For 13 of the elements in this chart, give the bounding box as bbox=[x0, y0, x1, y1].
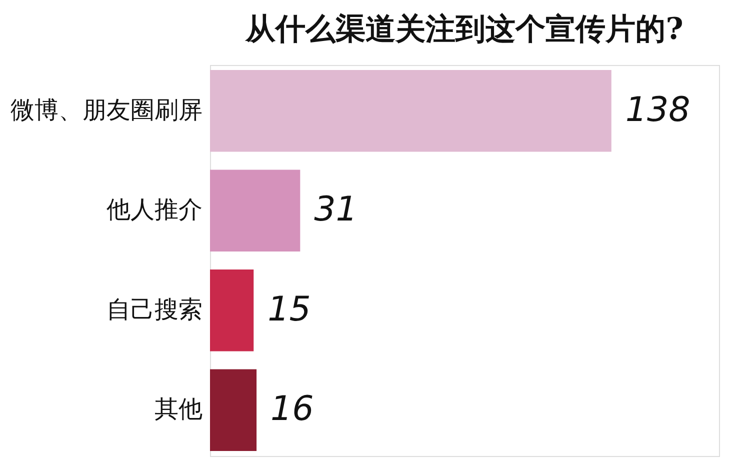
y-tick-label: 自己搜索 bbox=[106, 295, 202, 324]
y-tick-label: 其他 bbox=[154, 395, 202, 424]
y-tick-label: 微博、朋友圈刷屏 bbox=[10, 96, 202, 124]
bar bbox=[210, 369, 257, 452]
data-label: 16 bbox=[270, 389, 314, 430]
chart-title: 从什么渠道关注到这个宣传片的? bbox=[244, 12, 684, 47]
data-label: 138 bbox=[625, 90, 690, 130]
data-label: 31 bbox=[314, 190, 358, 230]
bar bbox=[210, 170, 300, 252]
bar bbox=[210, 70, 612, 152]
bar bbox=[210, 269, 254, 352]
data-label: 15 bbox=[268, 289, 311, 330]
y-tick-label: 他人推介 bbox=[106, 196, 202, 224]
